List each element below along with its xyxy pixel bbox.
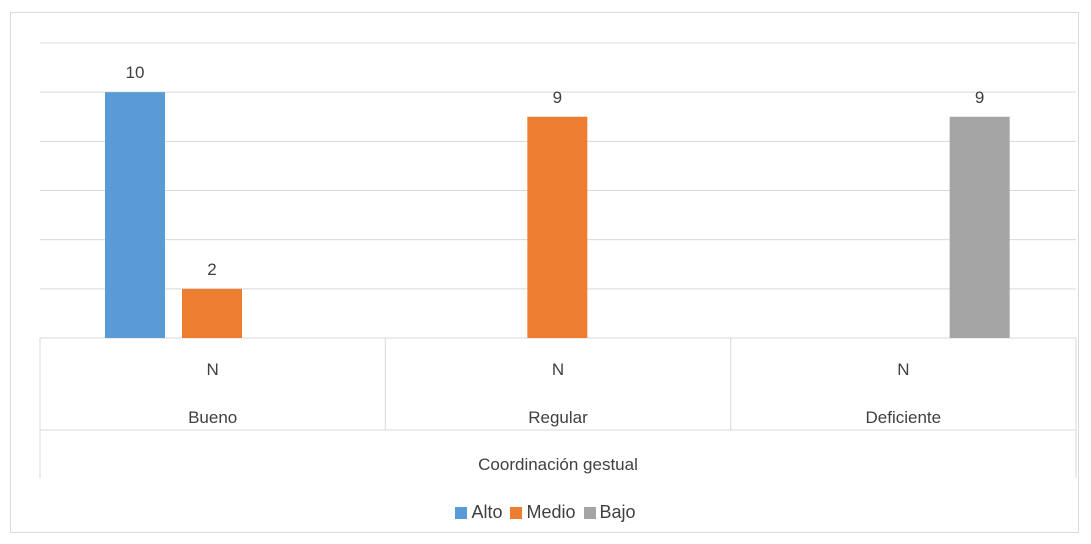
legend-item-medio: Medio [510,502,576,523]
sub-category-label: N [207,360,219,379]
bar-bajo-deficiente [949,116,1010,338]
legend-label: Bajo [599,502,636,522]
category-label: Bueno [188,408,237,427]
data-label: 10 [126,63,145,82]
sub-category-label: N [897,360,909,379]
group-label: Coordinación gestual [478,455,638,474]
legend-label: Alto [471,502,503,522]
category-label: Regular [528,408,588,427]
legend-swatch [510,506,523,519]
data-label: 9 [553,88,562,107]
bar-alto-bueno [105,92,165,339]
sub-category-label: N [552,360,564,379]
bar-medio-regular [527,116,588,338]
legend-swatch [583,506,596,519]
legend-swatch [455,506,468,519]
chart-legend: Alto Medio Bajo [0,502,1091,524]
legend-item-alto: Alto [455,502,502,523]
legend-item-bajo: Bajo [583,502,636,523]
data-label: 9 [975,88,984,107]
category-label: Deficiente [866,408,942,427]
data-label: 2 [207,260,216,279]
legend-label: Medio [526,502,576,522]
bar-medio-bueno [182,288,242,338]
